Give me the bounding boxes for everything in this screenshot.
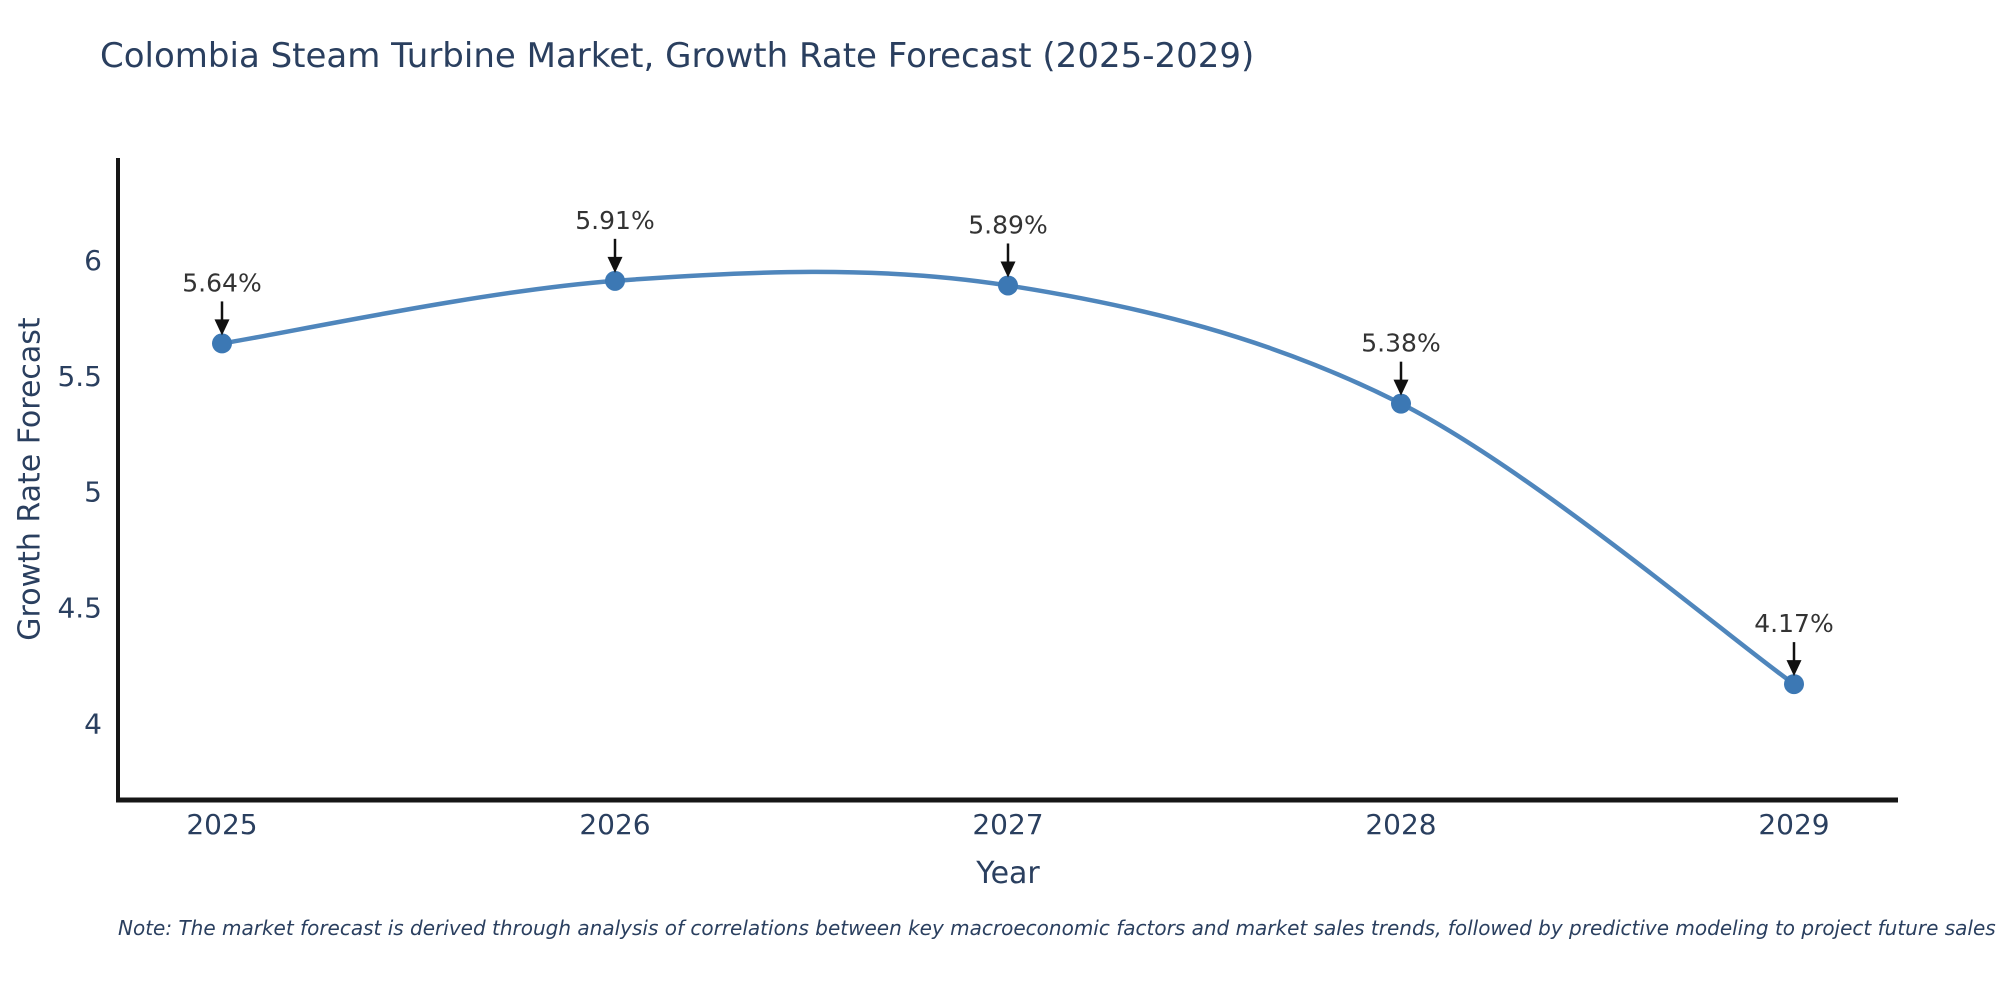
annotation-arrow-head: [214, 319, 230, 336]
annotation-arrow-head: [1786, 660, 1802, 677]
annotation-arrow-head: [1393, 379, 1409, 396]
data-point-label: 5.89%: [968, 210, 1047, 239]
x-tick-label: 2028: [1365, 808, 1436, 841]
footnote: Note: The market forecast is derived thr…: [118, 916, 1996, 940]
y-tick-label: 4: [84, 708, 102, 741]
annotation-arrow-head: [607, 256, 623, 273]
data-point-label: 5.91%: [575, 206, 654, 235]
x-tick-label: 2026: [579, 808, 650, 841]
y-axis-title: Growth Rate Forecast: [12, 317, 48, 641]
annotation-arrow-head: [1000, 261, 1016, 278]
y-tick-label: 5: [84, 476, 102, 509]
y-tick-label: 5.5: [57, 360, 102, 393]
x-axis-title: Year: [976, 856, 1040, 891]
data-point-marker[interactable]: [605, 270, 625, 291]
x-tick-label: 2027: [972, 808, 1043, 841]
data-point-marker[interactable]: [1391, 393, 1411, 414]
chart-title: Colombia Steam Turbine Market, Growth Ra…: [100, 36, 1255, 76]
y-tick-label: 4.5: [57, 592, 102, 625]
data-point-marker[interactable]: [998, 275, 1018, 296]
forecast-line: [219, 269, 1797, 687]
data-point-label: 4.17%: [1754, 609, 1833, 638]
data-point-marker[interactable]: [1784, 674, 1804, 695]
data-point-label: 5.64%: [182, 268, 261, 297]
y-tick-label: 6: [84, 244, 102, 277]
x-tick-label: 2029: [1758, 808, 1829, 841]
data-point-marker[interactable]: [212, 333, 232, 354]
x-tick-label: 2025: [186, 808, 257, 841]
data-point-label: 5.38%: [1361, 329, 1440, 358]
